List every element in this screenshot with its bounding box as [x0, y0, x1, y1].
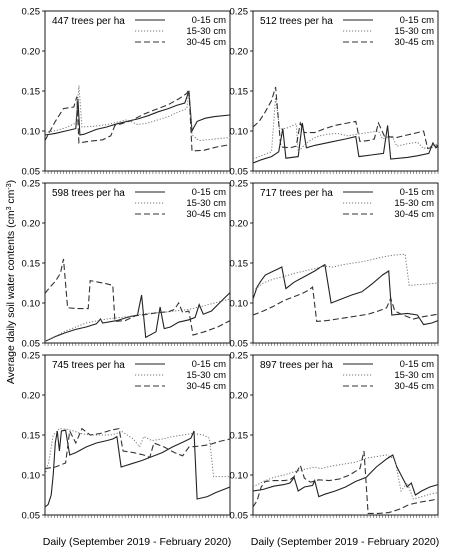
chart-panel-4: 0.05 0.10 0.15 0.20 0.25 717 trees per ha 0-15…	[230, 179, 439, 350]
y-tick-label: 0.15	[230, 431, 249, 442]
series-line-30-45cm	[252, 450, 439, 514]
y-tick-label: 0.10	[230, 127, 249, 138]
legend-label: 15-30 cm	[186, 370, 226, 381]
chart-panel-5: 0.05 0.10 0.15 0.20 0.25 745 trees per ha 0-15…	[22, 351, 231, 522]
legend-label: 15-30 cm	[186, 198, 226, 209]
series-line-30-45cm	[44, 258, 231, 336]
y-tick-label: 0.05	[230, 339, 249, 350]
x-ticks	[44, 171, 231, 174]
x-ticks	[44, 515, 231, 518]
legend-label: 15-30 cm	[186, 26, 226, 37]
panel-title: 717 trees per ha	[260, 188, 333, 199]
y-tick-label: 0.10	[22, 127, 41, 138]
y-tick-label: 0.15	[22, 87, 41, 98]
x-axis-label-right: Daily (September 2019 - February 2020)	[251, 536, 440, 548]
legend-label: 0-15 cm	[192, 359, 226, 370]
y-tick-label: 0.25	[22, 179, 41, 190]
series-line-15-30cm	[252, 97, 439, 160]
y-tick-label: 0.20	[22, 47, 41, 58]
y-tick-label: 0.20	[230, 219, 249, 230]
x-ticks	[252, 171, 439, 174]
y-tick-label: 0.10	[230, 299, 249, 310]
legend-label: 30-45 cm	[394, 209, 434, 220]
y-tick-label: 0.25	[230, 351, 249, 362]
panel-title: 745 trees per ha	[52, 360, 125, 371]
panel-title: 897 trees per ha	[260, 360, 333, 371]
legend-label: 30-45 cm	[394, 381, 434, 392]
legend-label: 15-30 cm	[394, 370, 434, 381]
legend-label: 15-30 cm	[394, 26, 434, 37]
legend-label: 30-45 cm	[394, 37, 434, 48]
series-line-30-45cm	[44, 87, 231, 152]
y-tick-label: 0.25	[22, 351, 41, 362]
y-tick-label: 0.05	[230, 167, 249, 178]
y-tick-label: 0.05	[22, 339, 41, 350]
chart-panel-3: 0.05 0.10 0.15 0.20 0.25 598 trees per ha 0-15…	[22, 179, 231, 350]
series-line-15-30cm	[44, 85, 231, 142]
y-tick-label: 0.20	[22, 391, 41, 402]
x-axis-label-left: Daily (September 2019 - February 2020)	[43, 536, 232, 548]
legend-label: 30-45 cm	[186, 381, 226, 392]
legend-label: 0-15 cm	[400, 359, 434, 370]
chart-panels: 0.05 0.10 0.15 0.20 0.25 447 trees per ha 0-15…	[22, 7, 439, 522]
series-line-30-45cm	[252, 285, 439, 322]
y-tick-label: 0.15	[230, 87, 249, 98]
legend-label: 30-45 cm	[186, 37, 226, 48]
y-tick-label: 0.05	[22, 167, 41, 178]
series-line-30-45cm	[44, 427, 231, 470]
legend-label: 15-30 cm	[394, 198, 434, 209]
x-ticks	[252, 515, 439, 518]
y-tick-label: 0.15	[22, 259, 41, 270]
y-tick-label: 0.05	[230, 511, 249, 522]
y-tick-label: 0.10	[22, 471, 41, 482]
legend-label: 0-15 cm	[400, 187, 434, 198]
chart-panel-2: 0.05 0.10 0.15 0.20 0.25 512 trees per ha 0-15…	[230, 7, 439, 178]
panel-title: 447 trees per ha	[52, 16, 125, 27]
y-tick-label: 0.10	[230, 471, 249, 482]
legend-label: 0-15 cm	[192, 187, 226, 198]
series-line-30-45cm	[252, 86, 439, 150]
chart-panel-1: 0.05 0.10 0.15 0.20 0.25 447 trees per ha 0-15…	[22, 7, 231, 178]
series-line-0-15cm	[252, 122, 439, 164]
series-line-15-30cm	[44, 428, 230, 478]
series-line-15-30cm	[44, 298, 231, 342]
y-tick-label: 0.20	[230, 47, 249, 58]
panel-title: 598 trees per ha	[52, 188, 125, 199]
y-tick-label: 0.25	[230, 7, 249, 18]
legend-label: 0-15 cm	[192, 15, 226, 26]
x-ticks	[44, 343, 231, 346]
y-tick-label: 0.20	[230, 391, 249, 402]
series-line-0-15cm	[252, 263, 439, 326]
y-tick-label: 0.05	[22, 511, 41, 522]
series-line-0-15cm	[252, 454, 439, 498]
series-line-0-15cm	[44, 90, 231, 136]
series-line-0-15cm	[44, 429, 231, 508]
legend-label: 0-15 cm	[400, 15, 434, 26]
series-line-0-15cm	[44, 292, 231, 342]
series-line-15-30cm	[252, 253, 439, 292]
y-tick-label: 0.25	[230, 179, 249, 190]
y-tick-label: 0.10	[22, 299, 41, 310]
y-tick-label: 0.20	[22, 219, 41, 230]
y-tick-label: 0.25	[22, 7, 41, 18]
y-tick-label: 0.15	[22, 431, 41, 442]
chart-panel-6: 0.05 0.10 0.15 0.20 0.25 897 trees per ha 0-15…	[230, 351, 439, 522]
panel-title: 512 trees per ha	[260, 16, 333, 27]
x-ticks	[252, 343, 439, 346]
y-axis-label: Average daily soil water contents (cm3 c…	[5, 180, 17, 384]
legend-label: 30-45 cm	[186, 209, 226, 220]
y-tick-label: 0.15	[230, 259, 249, 270]
